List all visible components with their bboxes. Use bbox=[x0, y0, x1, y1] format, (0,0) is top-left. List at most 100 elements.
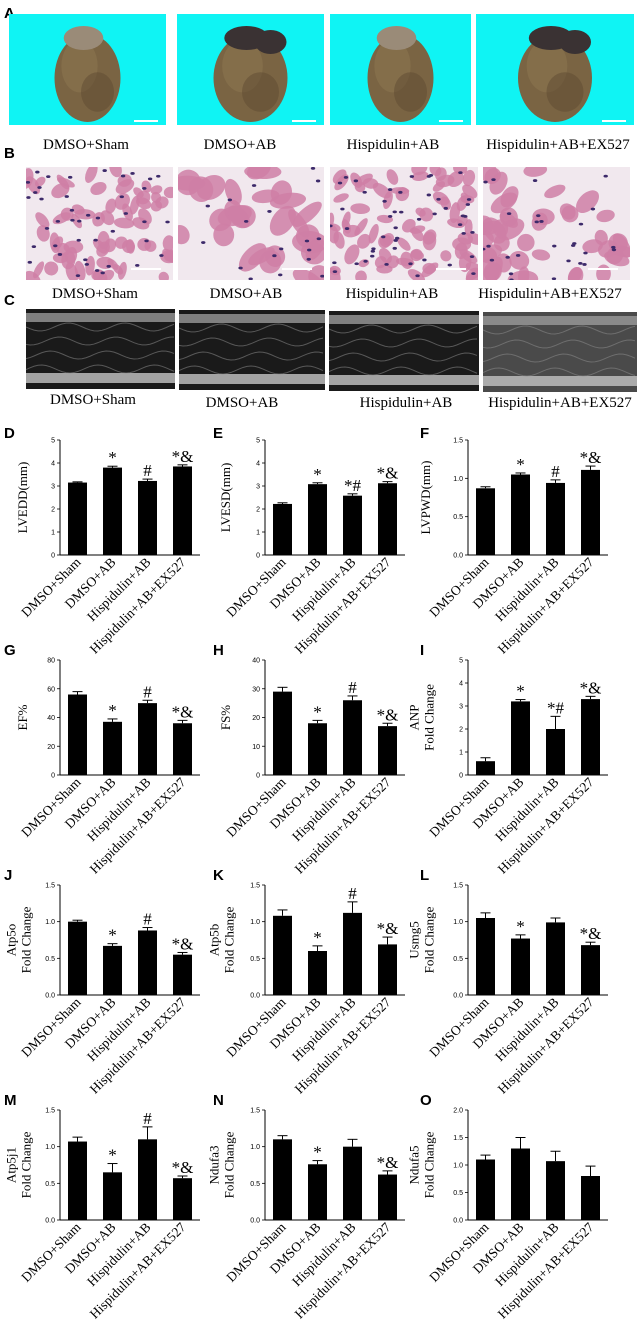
bar-3 bbox=[343, 495, 362, 555]
panel-letter-n: N bbox=[213, 1092, 224, 1109]
y-axis-label: Fold Change bbox=[19, 1131, 34, 1198]
y-tick-label: 0.5 bbox=[250, 956, 260, 963]
x-tick-label: DMSO+Sham bbox=[426, 774, 492, 840]
y-tick-label: 0.5 bbox=[453, 1190, 463, 1197]
caption-b-4: Hispidulin+AB+EX527 bbox=[478, 286, 622, 302]
echo-image-2 bbox=[178, 310, 325, 390]
panel-letter-b: B bbox=[4, 145, 15, 162]
bar-3 bbox=[343, 912, 362, 995]
y-tick-label: 0.5 bbox=[45, 1181, 55, 1188]
panel-letter-j: J bbox=[4, 867, 12, 884]
y-tick-label: 30 bbox=[252, 686, 260, 693]
caption-b-1: DMSO+Sham bbox=[52, 286, 138, 302]
y-tick-label: 0.5 bbox=[250, 1181, 260, 1188]
y-axis-label: LVEDD(mm) bbox=[15, 462, 30, 534]
y-tick-label: 1.5 bbox=[250, 883, 260, 890]
y-tick-label: 40 bbox=[47, 715, 55, 722]
y-axis-label: Fold Change bbox=[422, 1131, 437, 1198]
y-tick-label: 0 bbox=[51, 773, 55, 780]
echo-image-3 bbox=[328, 311, 479, 391]
significance-mark: * bbox=[313, 702, 322, 721]
y-tick-label: 1 bbox=[459, 750, 463, 757]
y-tick-label: 4 bbox=[256, 461, 260, 468]
y-axis-label: LVPWD(mm) bbox=[418, 461, 433, 535]
significance-mark: # bbox=[143, 461, 152, 480]
y-tick-label: 5 bbox=[256, 438, 260, 445]
y-tick-label: 10 bbox=[252, 744, 260, 751]
bar-4 bbox=[173, 723, 192, 775]
bar-1 bbox=[273, 915, 292, 995]
bar-2 bbox=[511, 1148, 530, 1220]
y-tick-label: 1.0 bbox=[250, 919, 260, 926]
bar-3 bbox=[138, 930, 157, 995]
chart-g: G020406080EF%DMSO+Sham*DMSO+AB#Hispiduli… bbox=[4, 642, 200, 877]
bar-4 bbox=[581, 469, 600, 555]
significance-mark: * bbox=[108, 448, 117, 467]
y-tick-label: 1.0 bbox=[45, 919, 55, 926]
he-image-4 bbox=[483, 167, 630, 280]
significance-mark: *& bbox=[377, 705, 399, 724]
bar-3 bbox=[138, 703, 157, 775]
bar-charts: D012345LVEDD(mm)DMSO+Sham*DMSO+AB#Hispid… bbox=[4, 425, 608, 1322]
bar-4 bbox=[581, 699, 600, 775]
y-tick-label: 4 bbox=[51, 461, 55, 468]
significance-mark: * bbox=[516, 682, 525, 701]
y-tick-label: 1.0 bbox=[45, 1144, 55, 1151]
significance-mark: * bbox=[108, 1146, 117, 1165]
y-axis-label: Fold Change bbox=[222, 906, 237, 973]
bar-3 bbox=[546, 1161, 565, 1220]
y-tick-label: 0.0 bbox=[250, 993, 260, 1000]
bar-2 bbox=[511, 701, 530, 775]
caption-c-4: Hispidulin+AB+EX527 bbox=[488, 395, 632, 411]
y-tick-label: 1.5 bbox=[45, 883, 55, 890]
y-tick-label: 0.0 bbox=[45, 993, 55, 1000]
y-axis-label: EF% bbox=[15, 704, 30, 730]
panel-letter-a: A bbox=[4, 5, 15, 22]
chart-h: H010203040FS%DMSO+Sham*DMSO+AB#Hispiduli… bbox=[213, 642, 405, 877]
y-tick-label: 4 bbox=[459, 681, 463, 688]
significance-mark: # bbox=[143, 682, 152, 701]
bar-4 bbox=[173, 954, 192, 995]
y-axis-label: Ndufa3 bbox=[207, 1146, 222, 1185]
y-axis-label: FS% bbox=[218, 705, 233, 730]
echo-image-1 bbox=[25, 309, 175, 389]
x-tick-label: DMSO+Sham bbox=[223, 554, 289, 620]
panel-letter-h: H bbox=[213, 642, 224, 659]
chart-m: M 0.0 0.5 1.0 1.5 Atp5j1 Fold Change DMSO+Sham *… bbox=[4, 1092, 200, 1322]
panel-letter-d: D bbox=[4, 425, 15, 442]
bar-4 bbox=[173, 466, 192, 555]
significance-mark: *& bbox=[172, 934, 194, 953]
y-tick-label: 1.5 bbox=[453, 1135, 463, 1142]
y-tick-label: 1.0 bbox=[453, 919, 463, 926]
panel-letter-g: G bbox=[4, 642, 16, 659]
panel-letter-o: O bbox=[420, 1092, 432, 1109]
significance-mark: * bbox=[313, 928, 322, 947]
significance-mark: *& bbox=[172, 1158, 194, 1177]
y-tick-label: 1.5 bbox=[453, 883, 463, 890]
x-tick-label: DMSO+Sham bbox=[18, 1219, 84, 1285]
y-tick-label: 2.0 bbox=[453, 1108, 463, 1115]
significance-mark: * bbox=[313, 1143, 322, 1162]
y-tick-label: 5 bbox=[51, 438, 55, 445]
x-tick-label: DMSO+Sham bbox=[426, 554, 492, 620]
y-axis-label: Fold Change bbox=[222, 1131, 237, 1198]
panel-letter-m: M bbox=[4, 1092, 17, 1109]
panel-letter-e: E bbox=[213, 425, 223, 442]
bar-2 bbox=[103, 1172, 122, 1220]
significance-mark: *& bbox=[580, 448, 602, 467]
y-tick-label: 0.5 bbox=[45, 956, 55, 963]
y-tick-label: 0.0 bbox=[453, 1218, 463, 1225]
caption-c-3: Hispidulin+AB bbox=[360, 395, 453, 411]
y-axis-label: Fold Change bbox=[422, 906, 437, 973]
heart-photo-1 bbox=[9, 14, 166, 125]
x-tick-label: DMSO+Sham bbox=[18, 554, 84, 620]
y-tick-label: 0 bbox=[51, 553, 55, 560]
significance-mark: # bbox=[348, 884, 357, 903]
x-tick-label: DMSO+Sham bbox=[223, 774, 289, 840]
y-axis-label: LVESD(mm) bbox=[218, 463, 233, 533]
bar-2 bbox=[308, 723, 327, 775]
panel-letter-l: L bbox=[420, 867, 429, 884]
bar-2 bbox=[308, 951, 327, 995]
